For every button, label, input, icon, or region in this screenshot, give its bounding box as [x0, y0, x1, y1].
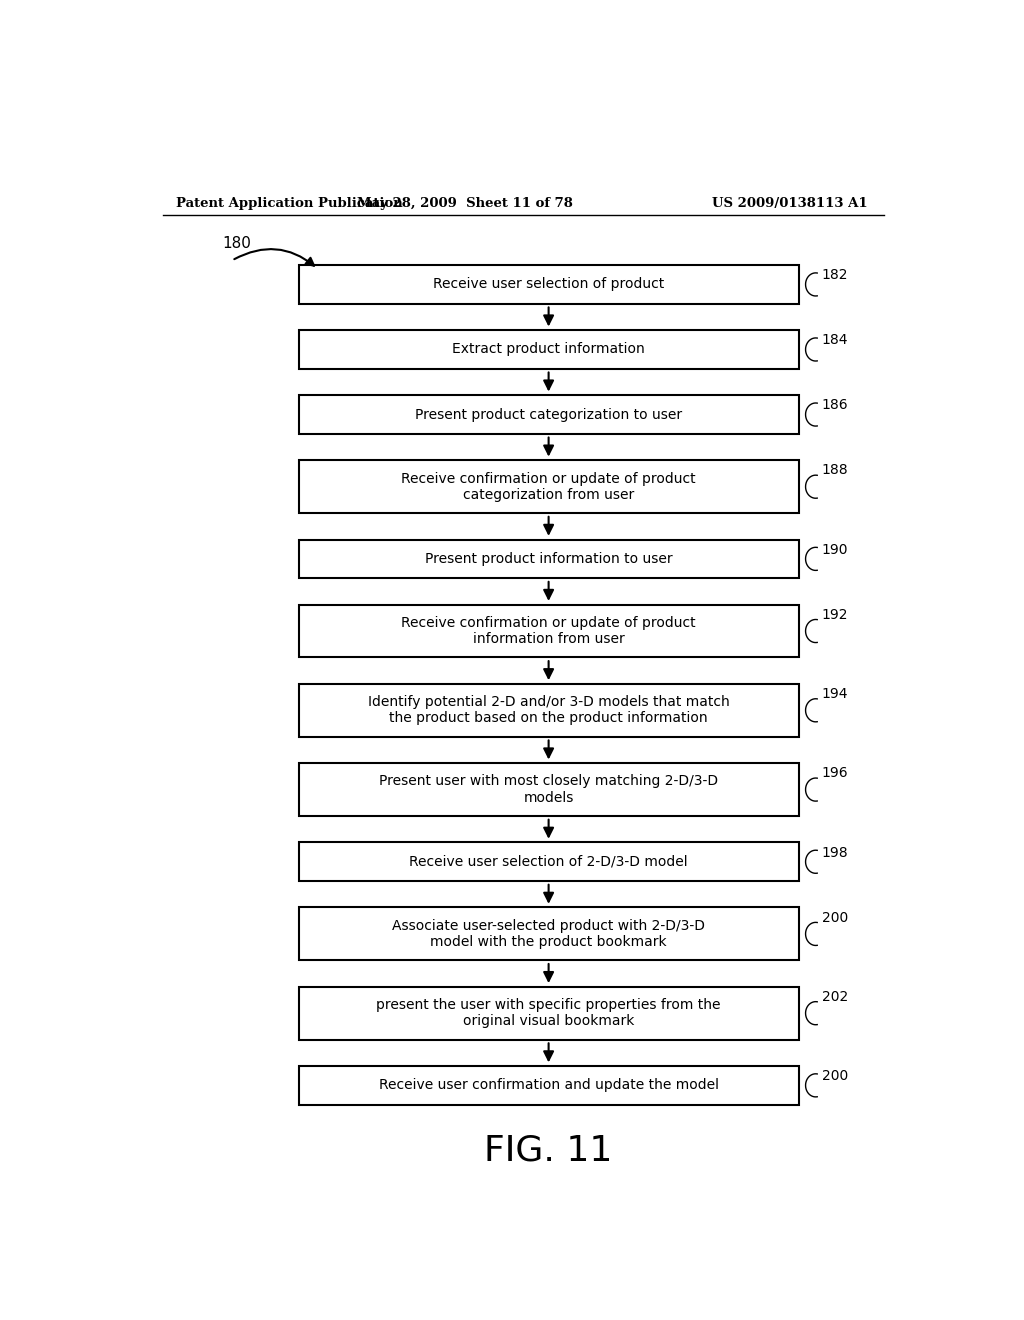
Bar — [299, 763, 799, 816]
Text: 200: 200 — [822, 1069, 848, 1084]
Text: 196: 196 — [822, 766, 849, 780]
Text: Present product categorization to user: Present product categorization to user — [415, 408, 682, 421]
Text: 184: 184 — [822, 333, 848, 347]
Text: 180: 180 — [222, 236, 252, 251]
Text: 198: 198 — [822, 846, 849, 859]
Text: Present user with most closely matching 2-D/3-D
models: Present user with most closely matching … — [379, 775, 718, 805]
Bar — [299, 605, 799, 657]
Bar — [299, 1067, 799, 1105]
Bar — [299, 684, 799, 737]
Text: 190: 190 — [822, 543, 848, 557]
Text: Receive user confirmation and update the model: Receive user confirmation and update the… — [379, 1078, 719, 1093]
Text: Extract product information: Extract product information — [453, 342, 645, 356]
Text: FIG. 11: FIG. 11 — [484, 1134, 612, 1168]
Bar — [299, 461, 799, 513]
Text: US 2009/0138113 A1: US 2009/0138113 A1 — [713, 197, 868, 210]
Bar — [299, 265, 799, 304]
Bar — [299, 907, 799, 961]
Text: present the user with specific properties from the
original visual bookmark: present the user with specific propertie… — [377, 998, 721, 1028]
Text: 192: 192 — [822, 607, 848, 622]
Text: Receive user selection of product: Receive user selection of product — [433, 277, 665, 292]
Text: 188: 188 — [822, 463, 849, 478]
Text: Identify potential 2-D and/or 3-D models that match
the product based on the pro: Identify potential 2-D and/or 3-D models… — [368, 696, 729, 726]
Text: 194: 194 — [822, 686, 848, 701]
Text: 182: 182 — [822, 268, 848, 282]
Text: 200: 200 — [822, 911, 848, 924]
Text: Patent Application Publication: Patent Application Publication — [176, 197, 402, 210]
Bar — [299, 987, 799, 1040]
Bar — [299, 395, 799, 434]
Text: Receive confirmation or update of product
information from user: Receive confirmation or update of produc… — [401, 616, 696, 645]
Bar — [299, 540, 799, 578]
Bar — [299, 330, 799, 368]
Text: Present product information to user: Present product information to user — [425, 552, 673, 566]
Text: May 28, 2009  Sheet 11 of 78: May 28, 2009 Sheet 11 of 78 — [357, 197, 573, 210]
Text: Receive user selection of 2-D/3-D model: Receive user selection of 2-D/3-D model — [410, 855, 688, 869]
Text: Associate user-selected product with 2-D/3-D
model with the product bookmark: Associate user-selected product with 2-D… — [392, 919, 706, 949]
Text: Receive confirmation or update of product
categorization from user: Receive confirmation or update of produc… — [401, 471, 696, 502]
Text: 202: 202 — [822, 990, 848, 1003]
Text: 186: 186 — [822, 399, 849, 412]
Bar — [299, 842, 799, 880]
